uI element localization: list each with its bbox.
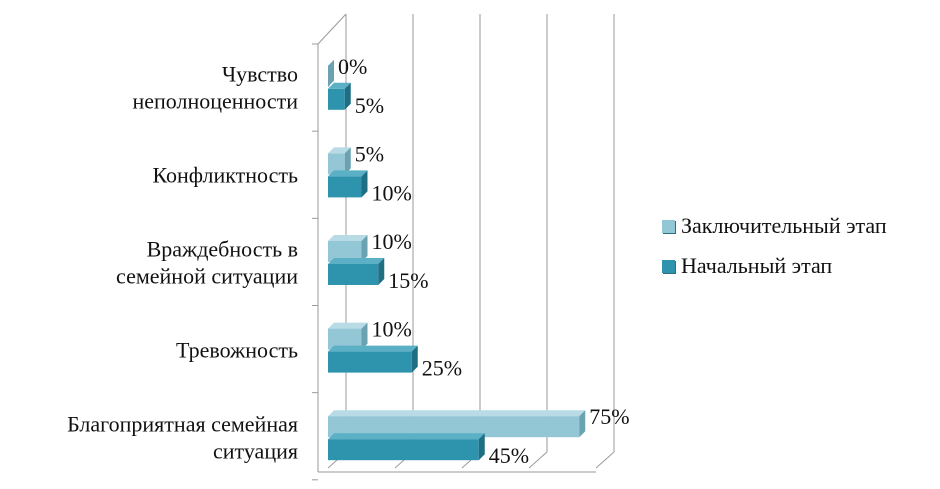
legend-swatch-initial [662, 259, 675, 273]
category-label-2-1: семейной ситуации [116, 264, 298, 289]
legend: Заключительный этап Начальный этап [662, 208, 887, 288]
bar-final-3 [328, 322, 368, 350]
data-label-final-4: 75% [589, 404, 629, 429]
category-label-3-0: Тревожность [176, 338, 298, 363]
legend-item-final: Заключительный этап [662, 208, 887, 244]
data-label-final-2: 10% [372, 229, 412, 254]
axis-wall-top [317, 13, 347, 45]
gridline-floor [595, 451, 615, 469]
bar-final-1 [328, 147, 351, 175]
category-label-0-1: неполноценности [132, 88, 298, 113]
data-label-final-3: 10% [372, 317, 412, 342]
category-label-4-1: ситуация [213, 439, 298, 464]
data-label-initial-0: 5% [355, 93, 384, 118]
bar-final-2 [328, 235, 368, 262]
category-label-0-0: Чувство [222, 61, 298, 86]
category-label-1-0: Конфликтность [152, 162, 298, 187]
category-label-2-0: Враждебность в [147, 237, 298, 262]
legend-label-initial: Начальный этап [681, 253, 833, 278]
data-label-initial-1: 10% [372, 180, 412, 205]
bar-initial-4 [328, 433, 485, 461]
legend-swatch-final [662, 219, 675, 233]
data-label-final-0: 0% [338, 54, 367, 79]
data-label-final-1: 5% [355, 141, 384, 166]
gridline-floor [528, 451, 548, 469]
data-label-initial-3: 25% [422, 356, 462, 381]
bar-initial-0 [328, 82, 351, 110]
bar-final-4 [328, 410, 586, 438]
bar-initial-3 [328, 345, 418, 373]
category-label-4-0: Благоприятная семейная [67, 412, 298, 437]
bar-initial-2 [328, 258, 385, 285]
data-label-initial-2: 15% [388, 268, 428, 293]
legend-item-initial: Начальный этап [662, 248, 887, 284]
bar-final-0 [328, 59, 334, 87]
bar-initial-1 [328, 170, 368, 198]
data-label-initial-4: 45% [489, 443, 529, 468]
legend-label-final: Заключительный этап [681, 213, 887, 238]
